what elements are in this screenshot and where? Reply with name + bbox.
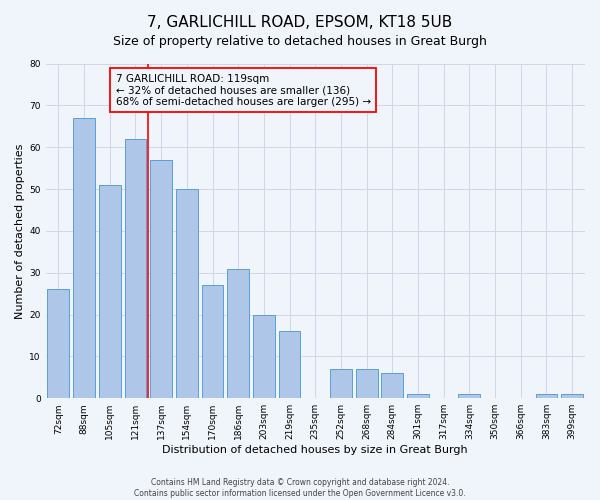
Bar — [47, 290, 69, 398]
Y-axis label: Number of detached properties: Number of detached properties — [15, 143, 25, 318]
Text: 7, GARLICHILL ROAD, EPSOM, KT18 5UB: 7, GARLICHILL ROAD, EPSOM, KT18 5UB — [148, 15, 452, 30]
Bar — [330, 369, 352, 398]
Bar — [253, 314, 275, 398]
Bar — [73, 118, 95, 398]
Bar — [536, 394, 557, 398]
Bar — [458, 394, 481, 398]
Text: Contains HM Land Registry data © Crown copyright and database right 2024.
Contai: Contains HM Land Registry data © Crown c… — [134, 478, 466, 498]
Bar — [99, 185, 121, 398]
Bar — [278, 332, 301, 398]
Text: 7 GARLICHILL ROAD: 119sqm
← 32% of detached houses are smaller (136)
68% of semi: 7 GARLICHILL ROAD: 119sqm ← 32% of detac… — [116, 74, 371, 106]
Bar — [407, 394, 429, 398]
Text: Size of property relative to detached houses in Great Burgh: Size of property relative to detached ho… — [113, 35, 487, 48]
Bar — [150, 160, 172, 398]
Bar — [202, 285, 223, 398]
Bar — [382, 373, 403, 398]
Bar — [561, 394, 583, 398]
Bar — [356, 369, 377, 398]
Bar — [227, 268, 249, 398]
Bar — [125, 139, 146, 398]
Bar — [176, 189, 198, 398]
X-axis label: Distribution of detached houses by size in Great Burgh: Distribution of detached houses by size … — [163, 445, 468, 455]
